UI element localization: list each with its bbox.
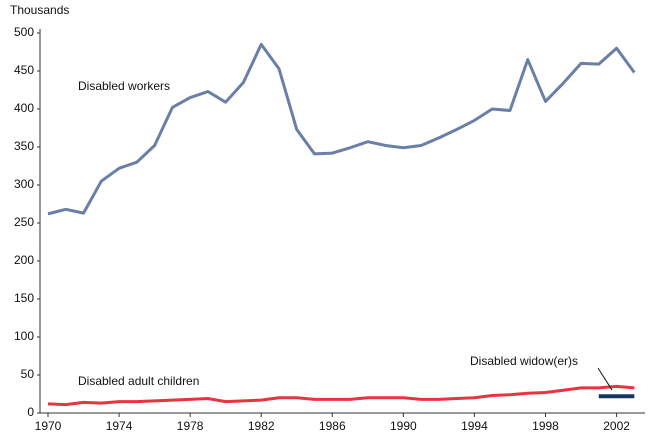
x-tick-label: 1994: [461, 419, 488, 433]
y-tick-label: 400: [14, 101, 34, 115]
x-tick-label: 1982: [248, 419, 275, 433]
x-tick-label: 1986: [319, 419, 346, 433]
series-label: Disabled widow(er)s: [470, 354, 578, 368]
y-tick-label: 50: [21, 367, 35, 381]
y-tick-label: 0: [27, 405, 34, 419]
y-axis-label: Thousands: [10, 3, 69, 17]
y-tick-label: 100: [14, 329, 34, 343]
x-tick-label: 1978: [177, 419, 204, 433]
series-line: [47, 42, 636, 216]
series-line: [47, 384, 635, 407]
x-tick-label: 1990: [390, 419, 417, 433]
x-tick-label: 2002: [603, 419, 630, 433]
y-tick-label: 500: [14, 25, 34, 39]
y-tick-label: 350: [14, 139, 34, 153]
leader-line: [597, 367, 613, 391]
x-tick-label: 1970: [35, 419, 62, 433]
y-tick-label: 300: [14, 177, 34, 191]
y-tick-label: 250: [14, 215, 34, 229]
y-tick-label: 150: [14, 291, 34, 305]
y-tick-label: 200: [14, 253, 34, 267]
x-tick-label: 1974: [106, 419, 133, 433]
series-label: Disabled adult children: [78, 374, 199, 388]
y-tick-label: 450: [14, 63, 34, 77]
x-tick-label: 1998: [532, 419, 559, 433]
series-label: Disabled workers: [78, 79, 170, 93]
